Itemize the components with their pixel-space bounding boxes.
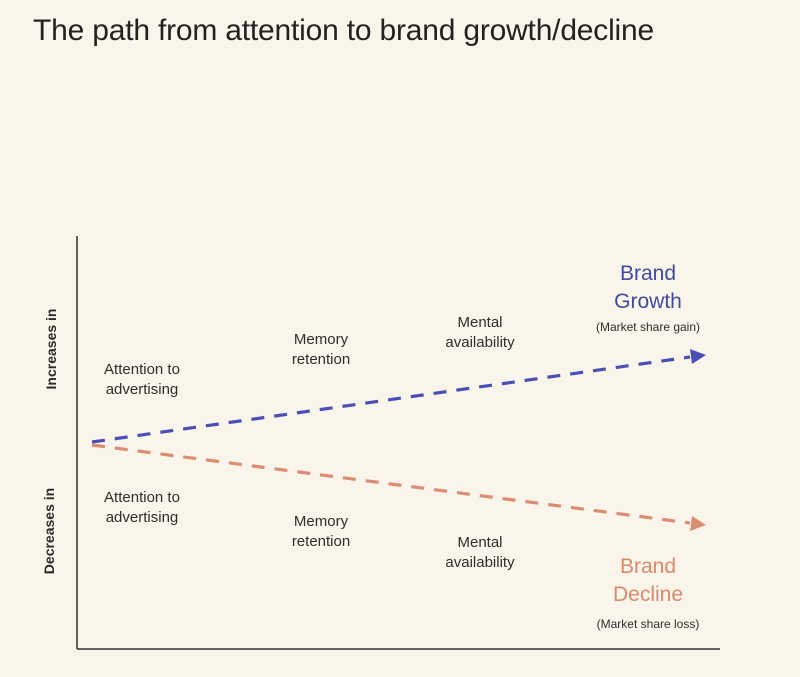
- lower-attention-label: Attention to advertising: [104, 489, 180, 526]
- brand-growth-title: Brand Growth: [614, 262, 682, 313]
- brand-decline-subtitle: (Market share loss): [596, 617, 700, 631]
- growth-arrowhead: [690, 349, 706, 364]
- decreases-axis-label: Decreases in: [41, 487, 57, 575]
- lower-mental-label: Mental availability: [445, 534, 515, 571]
- increases-axis-label: Increases in: [43, 308, 59, 390]
- upper-memory-label: Memory retention: [291, 331, 351, 368]
- decline-arrowhead: [690, 516, 706, 531]
- upper-attention-label: Attention to advertising: [104, 361, 180, 398]
- upper-mental-label: Mental availability: [445, 314, 515, 351]
- lower-memory-label: Memory retention: [291, 513, 351, 550]
- brand-growth-subtitle: (Market share gain): [595, 320, 701, 334]
- growth-path-line: [91, 355, 691, 444]
- page-title: The path from attention to brand growth/…: [33, 14, 654, 47]
- decline-path-line: [91, 443, 691, 525]
- brand-decline-title: Brand Decline: [612, 555, 684, 606]
